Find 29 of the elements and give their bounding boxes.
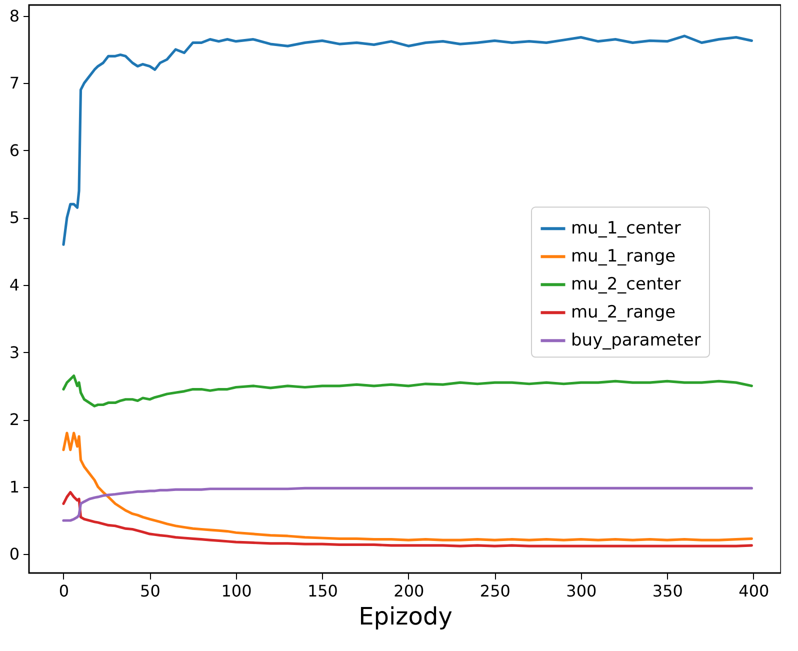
legend-label: mu_1_range: [571, 246, 676, 267]
y-tick-label: 4: [9, 275, 20, 294]
y-tick-label: 1: [9, 477, 20, 496]
y-tick-label: 2: [9, 410, 20, 430]
y-tick-label: 7: [9, 74, 20, 93]
x-tick-label: 300: [566, 582, 597, 600]
x-tick-label: 200: [394, 582, 424, 600]
line-series: [62, 374, 753, 408]
x-tick-label: 350: [652, 582, 683, 600]
line-series: [62, 432, 753, 542]
x-tick-label: 250: [480, 582, 510, 600]
x-tick-label: 0: [58, 582, 70, 600]
legend-label: mu_2_center: [571, 274, 681, 295]
legend-label: buy_parameter: [571, 330, 701, 351]
x-tick-label: 400: [738, 582, 770, 600]
line-series: [62, 34, 753, 246]
line-series: [62, 486, 753, 522]
y-tick-label: 6: [9, 140, 20, 160]
y-tick-label: 3: [9, 342, 20, 362]
x-tick-label: 100: [221, 582, 252, 600]
x-tick-label: 150: [307, 582, 338, 600]
x-tick-label: 50: [140, 582, 160, 600]
y-tick-label: 0: [9, 544, 20, 564]
legend-label: mu_2_range: [571, 302, 676, 323]
line-series: [62, 490, 753, 548]
legend-label: mu_1_center: [571, 218, 681, 239]
x-axis-title: Epizody: [358, 602, 452, 630]
y-tick-label: 5: [9, 208, 20, 228]
y-tick-label: 8: [9, 6, 20, 26]
